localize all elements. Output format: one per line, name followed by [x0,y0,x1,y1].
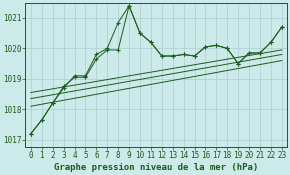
X-axis label: Graphe pression niveau de la mer (hPa): Graphe pression niveau de la mer (hPa) [54,163,258,172]
